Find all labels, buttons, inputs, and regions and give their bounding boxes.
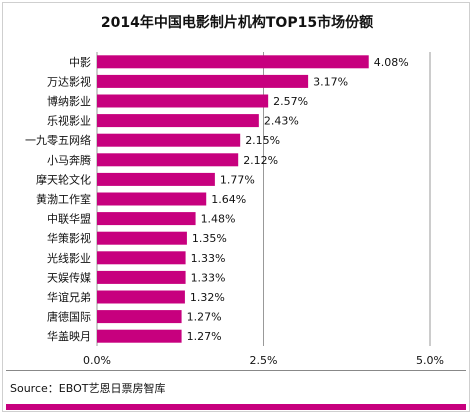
bar — [97, 251, 186, 265]
bar — [97, 114, 259, 128]
value-label: 1.77% — [220, 173, 255, 186]
bar — [97, 55, 369, 69]
value-label: 1.33% — [191, 252, 226, 265]
value-label: 1.32% — [190, 291, 225, 304]
category-label: 华盖映月 — [47, 329, 91, 343]
chart-frame — [2, 2, 470, 412]
category-label: 乐视影业 — [47, 114, 91, 128]
bar — [97, 310, 182, 324]
bar — [97, 192, 207, 206]
value-label: 1.35% — [192, 232, 227, 245]
chart-title: 2014年中国电影制片机构TOP15市场份额 — [100, 15, 374, 31]
value-label: 1.48% — [201, 213, 236, 226]
category-label: 万达影视 — [47, 74, 91, 88]
bar — [97, 153, 239, 167]
value-label: 1.33% — [191, 271, 226, 284]
bar — [97, 290, 185, 304]
source-note: Source：EBOT艺恩日票房智库 — [10, 382, 166, 395]
bar-chart: 中影 4.08% 万达影视 3.17% 博纳影业 2.57% 乐视影业 2.43% 一九零五网络… — [25, 52, 444, 367]
category-label: 博纳影业 — [47, 95, 91, 108]
category-label: 华策影视 — [47, 231, 91, 245]
labels-group: 中影 4.08% 万达影视 3.17% 博纳影业 2.57% 乐视影业 2.43% 一九零五网络… — [25, 56, 409, 343]
value-label: 2.57% — [273, 95, 308, 108]
value-label: 2.43% — [264, 115, 299, 128]
x-tick-label: 2.5% — [250, 354, 278, 367]
value-label: 2.15% — [245, 134, 280, 147]
bar — [97, 94, 269, 108]
bar — [97, 133, 241, 147]
value-label: 2.12% — [243, 154, 278, 167]
bars-group — [97, 55, 369, 343]
category-label: 唐德国际 — [47, 310, 91, 324]
category-label: 华谊兄弟 — [47, 290, 91, 304]
category-label: 天娱传媒 — [47, 270, 91, 284]
category-label: 光线影业 — [47, 251, 91, 265]
value-label: 1.64% — [211, 193, 246, 206]
category-label: 中影 — [69, 56, 91, 69]
bar — [97, 329, 182, 343]
value-label: 4.08% — [374, 56, 409, 69]
bar — [97, 231, 187, 245]
value-label: 1.27% — [187, 311, 222, 324]
x-tick-label: 0.0% — [83, 354, 111, 367]
category-label: 一九零五网络 — [25, 133, 91, 147]
value-label: 1.27% — [187, 330, 222, 343]
bar — [97, 74, 309, 88]
x-ticks-group: 0.0% 2.5% 5.0% — [83, 354, 444, 367]
accent-strip — [6, 404, 466, 410]
value-label: 3.17% — [313, 75, 348, 88]
category-label: 黄渤工作室 — [36, 192, 91, 206]
source-separator — [6, 370, 466, 371]
category-label: 中联华盟 — [47, 212, 91, 226]
category-label: 小马奔腾 — [47, 153, 91, 167]
x-tick-label: 5.0% — [416, 354, 444, 367]
bar — [97, 212, 196, 226]
category-label: 摩天轮文化 — [36, 172, 91, 186]
bar — [97, 270, 186, 284]
bar — [97, 172, 215, 186]
